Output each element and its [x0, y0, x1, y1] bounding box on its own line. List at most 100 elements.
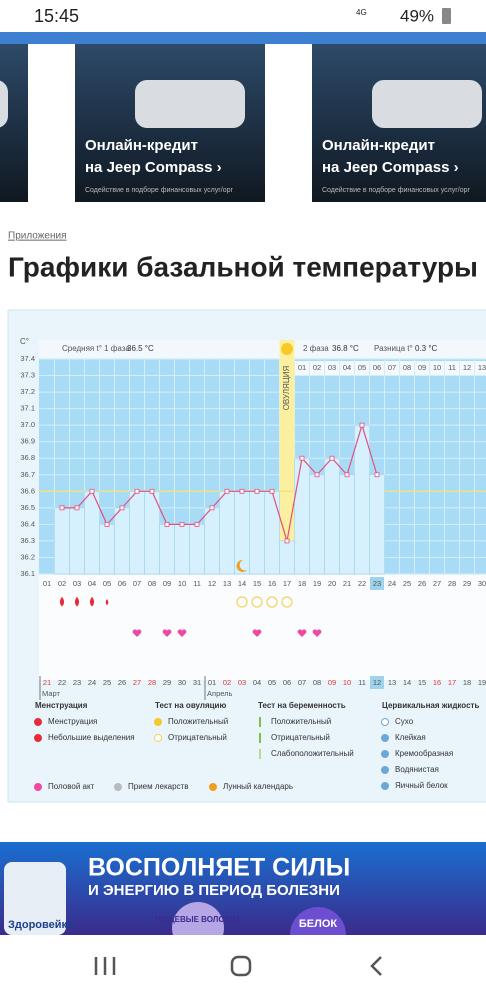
y-tick-label: 36.5 [20, 503, 35, 512]
temperature-bar [174, 524, 190, 575]
intercourse-marker [252, 629, 262, 637]
ad-background [0, 842, 486, 935]
x-tick-label: 20 [328, 579, 336, 588]
post-ovulation-cell [310, 361, 324, 375]
legend-icon [114, 783, 122, 791]
x-tick-label: 27 [433, 579, 441, 588]
x-tick-label: 11 [193, 579, 201, 588]
temperature-point [134, 488, 140, 494]
y-axis-label: С° [20, 337, 29, 346]
nav-recent[interactable] [94, 957, 116, 975]
x-tick-label: 13 [223, 579, 231, 588]
date-label: 13 [388, 678, 396, 687]
temperature-bar [324, 457, 340, 575]
legend-icon [381, 718, 389, 726]
post-ovulation-cell [325, 361, 339, 375]
temperature-bar [114, 507, 130, 575]
date-label: 14 [403, 678, 411, 687]
post-ovulation-cell [475, 361, 486, 375]
battery-icon [442, 8, 451, 24]
ovulation-band [279, 340, 295, 574]
temperature-point [119, 505, 125, 511]
temperature-bar [309, 474, 325, 575]
ad-line: И ЭНЕРГИЮ В ПЕРИОД БОЛЕЗНИ [88, 882, 340, 899]
y-tick-label: 37.4 [20, 354, 35, 363]
ad-caption: Содействие в подборе финансовых услуг/ор… [322, 186, 471, 194]
temperature-bar [54, 507, 70, 575]
date-label: 02 [223, 678, 231, 687]
ad-car [135, 80, 245, 128]
temperature-point [149, 488, 155, 494]
product-can [4, 862, 66, 935]
date-label: 07 [298, 678, 306, 687]
breadcrumb[interactable]: Приложения [8, 231, 67, 242]
intercourse-marker [312, 629, 322, 637]
temperature-point [299, 455, 305, 461]
x-tick-label: 14 [238, 579, 246, 588]
temperature-bar [129, 491, 145, 575]
date-label: 31 [193, 678, 201, 687]
x-tick-label: 25 [403, 579, 411, 588]
date-label: 24 [88, 678, 96, 687]
legend-item: Кремообразная [395, 749, 453, 758]
intercourse-marker [177, 629, 187, 637]
menstruation-marker [74, 596, 80, 607]
nav-home[interactable] [230, 955, 252, 977]
date-label: 28 [148, 678, 156, 687]
date-label: 18 [463, 678, 471, 687]
x-tick-label: 29 [463, 579, 471, 588]
y-tick-label: 36.6 [20, 486, 35, 495]
date-label: 03 [238, 678, 246, 687]
legend-icon [34, 783, 42, 791]
date-label: 09 [328, 678, 336, 687]
temperature-point [374, 472, 380, 478]
legend-item: Половой акт [48, 782, 95, 791]
temperature-point [314, 472, 320, 478]
legend-icon [259, 733, 261, 743]
temperature-bar [159, 524, 175, 575]
month-label: Март [42, 689, 61, 698]
ad-car [0, 80, 8, 128]
y-tick-label: 36.7 [20, 470, 35, 479]
y-tick-label: 37.0 [20, 420, 35, 429]
post-ovulation-day: 01 [298, 363, 306, 372]
intercourse-marker [162, 629, 172, 637]
intercourse-marker [132, 629, 142, 637]
date-label: 08 [313, 678, 321, 687]
status-time: 15:45 [34, 6, 79, 26]
temperature-point [74, 505, 80, 511]
phase-summary: Средняя t° 1 фаза [62, 344, 130, 353]
x-tick-label: 09 [163, 579, 171, 588]
bottom-ad[interactable]: ВОСПОЛНЯЕТ СИЛЫ И ЭНЕРГИЮ В ПЕРИОД БОЛЕЗ… [0, 842, 486, 963]
post-ovulation-day: 10 [433, 363, 441, 372]
legend-item: Яичный белок [395, 781, 448, 790]
legend-item: Небольшие выделения [48, 733, 135, 742]
date-label: 23 [73, 678, 81, 687]
post-ovulation-day: 09 [418, 363, 426, 372]
legend-icon [259, 749, 261, 759]
y-tick-label: 36.9 [20, 437, 35, 446]
ovulation-test-marker [251, 596, 263, 608]
legend-item: Прием лекарств [128, 782, 188, 791]
temperature-bar [339, 474, 355, 575]
post-ovulation-day: 12 [463, 363, 471, 372]
x-tick-label: 01 [43, 579, 51, 588]
moon-marker [236, 559, 247, 572]
ovulation-test-marker [266, 596, 278, 608]
header-row [39, 340, 486, 358]
y-tick-label: 36.1 [20, 569, 35, 578]
legend-icon [154, 718, 162, 726]
highlight-cell [370, 676, 384, 689]
post-ovulation-day: 03 [328, 363, 336, 372]
nav-back[interactable] [370, 956, 382, 976]
x-tick-label: 02 [58, 579, 66, 588]
post-ovulation-cell [340, 361, 354, 375]
phase-summary: 36.5 °C [127, 344, 154, 353]
y-tick-label: 36.2 [20, 552, 35, 561]
temperature-bar [249, 491, 265, 575]
phase-summary: Разница t° [374, 344, 413, 353]
